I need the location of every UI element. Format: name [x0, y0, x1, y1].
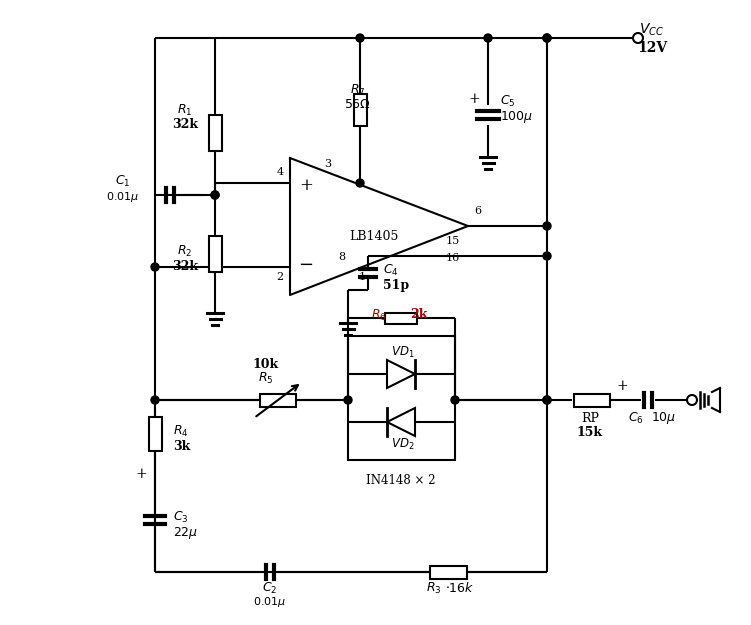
Text: $56\Omega$: $56\Omega$ [345, 98, 372, 111]
Text: $R_2$: $R_2$ [177, 244, 193, 259]
Bar [348, 336, 455, 460]
Text: $C_6$: $C_6$ [628, 411, 644, 426]
Text: 2k: 2k [410, 309, 427, 321]
Text: $0.01\mu$: $0.01\mu$ [253, 595, 287, 609]
Text: 15: 15 [446, 236, 460, 246]
Text: $\cdot 16k$: $\cdot 16k$ [445, 581, 475, 595]
Text: +: + [468, 92, 480, 106]
Text: 4: 4 [276, 167, 284, 177]
Polygon shape [387, 360, 415, 388]
Text: $C_1$: $C_1$ [115, 174, 131, 189]
Bar [209, 236, 222, 272]
Bar [149, 417, 161, 451]
Text: +: + [616, 379, 628, 393]
Circle shape [543, 252, 551, 260]
Circle shape [543, 396, 551, 404]
Text: $C_3$: $C_3$ [173, 509, 189, 524]
Text: $100\mu$: $100\mu$ [500, 109, 533, 125]
Circle shape [687, 395, 697, 405]
Circle shape [633, 33, 643, 43]
Text: +: + [135, 467, 146, 481]
Text: $22\mu$: $22\mu$ [173, 525, 198, 541]
Circle shape [151, 396, 159, 404]
Text: $C_4$: $C_4$ [383, 262, 399, 278]
Circle shape [543, 396, 551, 404]
Text: $VD_2$: $VD_2$ [391, 436, 415, 451]
Text: $C_5$: $C_5$ [500, 94, 515, 109]
Text: $R_6$: $R_6$ [371, 308, 387, 322]
Bar [209, 115, 222, 151]
Circle shape [151, 263, 159, 271]
Bar [354, 94, 366, 126]
Text: LB1405: LB1405 [349, 229, 399, 242]
Text: 8: 8 [339, 252, 345, 262]
Circle shape [543, 222, 551, 230]
Text: 6: 6 [475, 206, 481, 216]
Circle shape [344, 396, 352, 404]
Text: $R_4$: $R_4$ [173, 424, 189, 439]
Text: $R_1$: $R_1$ [177, 102, 193, 118]
Text: 3: 3 [324, 159, 331, 169]
Circle shape [543, 34, 551, 42]
Text: 1: 1 [358, 272, 366, 282]
Circle shape [211, 191, 219, 199]
Text: 2: 2 [276, 272, 284, 282]
Circle shape [356, 179, 364, 187]
Text: $10\mu$: $10\mu$ [651, 410, 677, 426]
Text: 16: 16 [446, 253, 460, 263]
Text: $VD_1$: $VD_1$ [391, 344, 415, 359]
Circle shape [356, 34, 364, 42]
Text: RP: RP [581, 411, 599, 424]
Text: 51p: 51p [383, 279, 409, 291]
Text: $C_2$: $C_2$ [262, 581, 278, 596]
Text: 10k: 10k [253, 357, 279, 371]
Text: IN4148 × 2: IN4148 × 2 [366, 474, 436, 486]
Text: $R_7$: $R_7$ [350, 82, 366, 98]
Text: 3k: 3k [173, 441, 190, 454]
Circle shape [451, 396, 459, 404]
Text: 15k: 15k [577, 426, 603, 439]
Circle shape [543, 34, 551, 42]
Bar [430, 566, 466, 579]
Text: −: − [298, 256, 314, 274]
Text: $V_{CC}$: $V_{CC}$ [639, 22, 665, 38]
Text: 32k: 32k [172, 118, 198, 131]
Text: 12V: 12V [637, 41, 667, 55]
Circle shape [484, 34, 492, 42]
Text: $0.01\mu$: $0.01\mu$ [107, 190, 140, 204]
Text: +: + [299, 177, 313, 194]
Polygon shape [387, 408, 415, 436]
Circle shape [211, 191, 219, 199]
Bar [574, 394, 610, 406]
Text: $R_5$: $R_5$ [258, 371, 274, 386]
Text: 32k: 32k [172, 261, 198, 274]
Bar [260, 394, 296, 406]
Bar [385, 312, 417, 324]
Text: $R_3$: $R_3$ [427, 581, 442, 596]
